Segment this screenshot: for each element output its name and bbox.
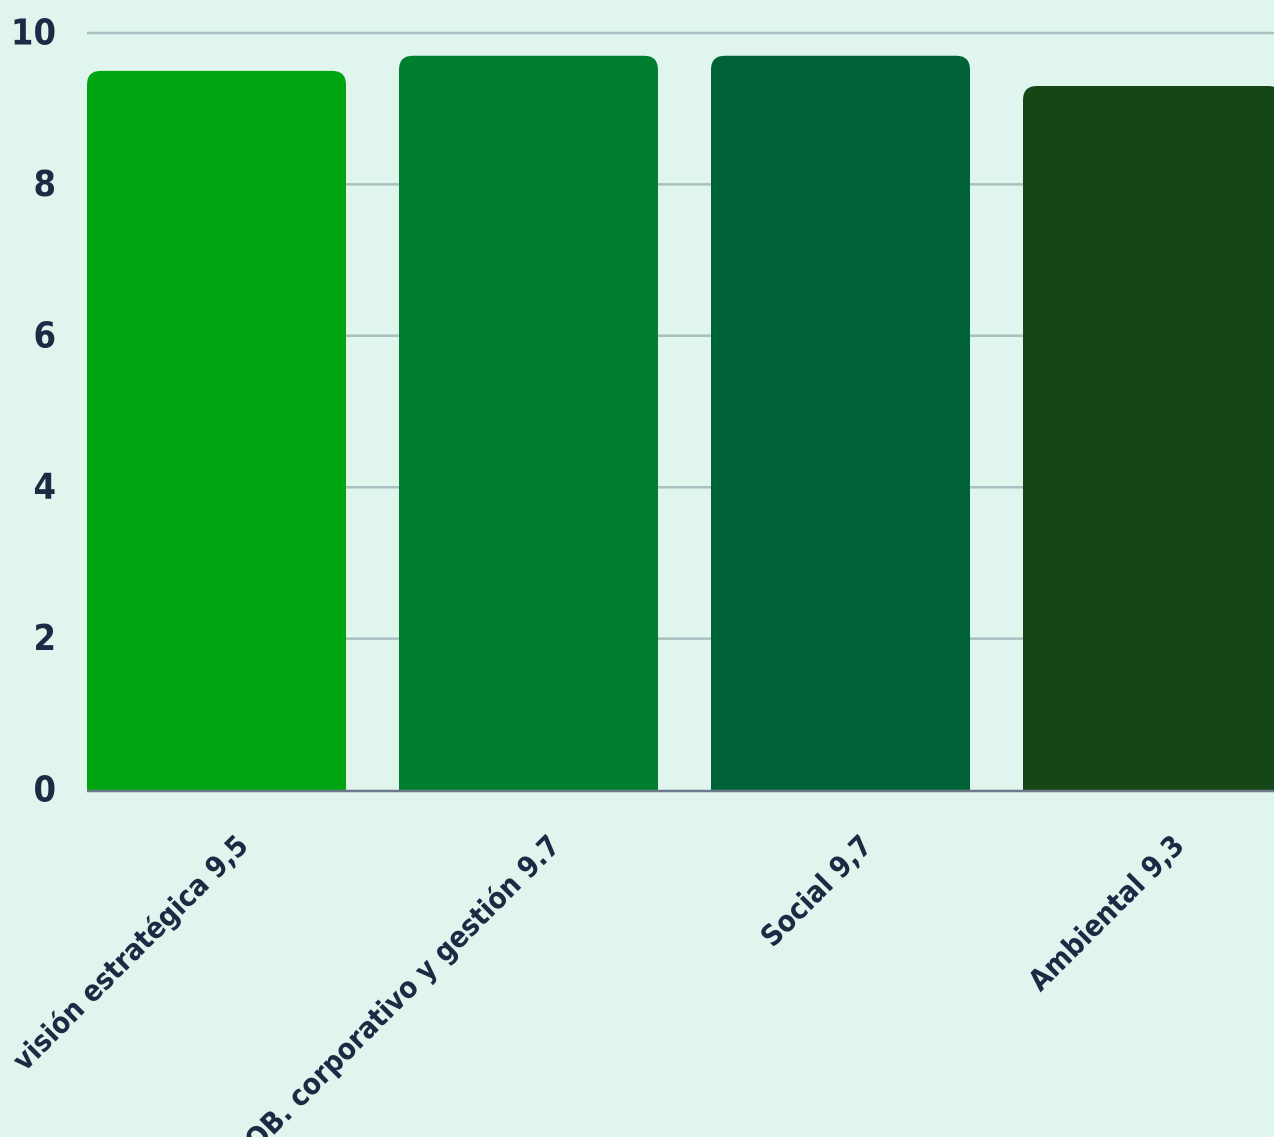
bar-3	[711, 55, 970, 790]
y-tick-label: 8	[33, 164, 56, 205]
y-tick-label: 6	[33, 315, 56, 356]
y-tick-label: 4	[33, 467, 56, 508]
y-tick-label: 0	[33, 770, 56, 811]
bar-2	[399, 55, 658, 790]
y-axis-tick-labels: 0 2 4 6 8 10	[11, 13, 56, 811]
x-tick-label: visión estratégica 9,5	[6, 828, 255, 1077]
bars	[87, 55, 1274, 791]
bar-1	[87, 70, 346, 791]
y-tick-label: 2	[33, 618, 56, 659]
x-tick-label: Social 9,7	[754, 828, 879, 953]
x-tick-label: Ambiental 9,3	[1021, 828, 1190, 997]
bar-4	[1023, 85, 1274, 790]
y-tick-label: 10	[11, 13, 56, 54]
x-tick-label: GOB. corporativo y gestión 9.7	[223, 828, 567, 1137]
